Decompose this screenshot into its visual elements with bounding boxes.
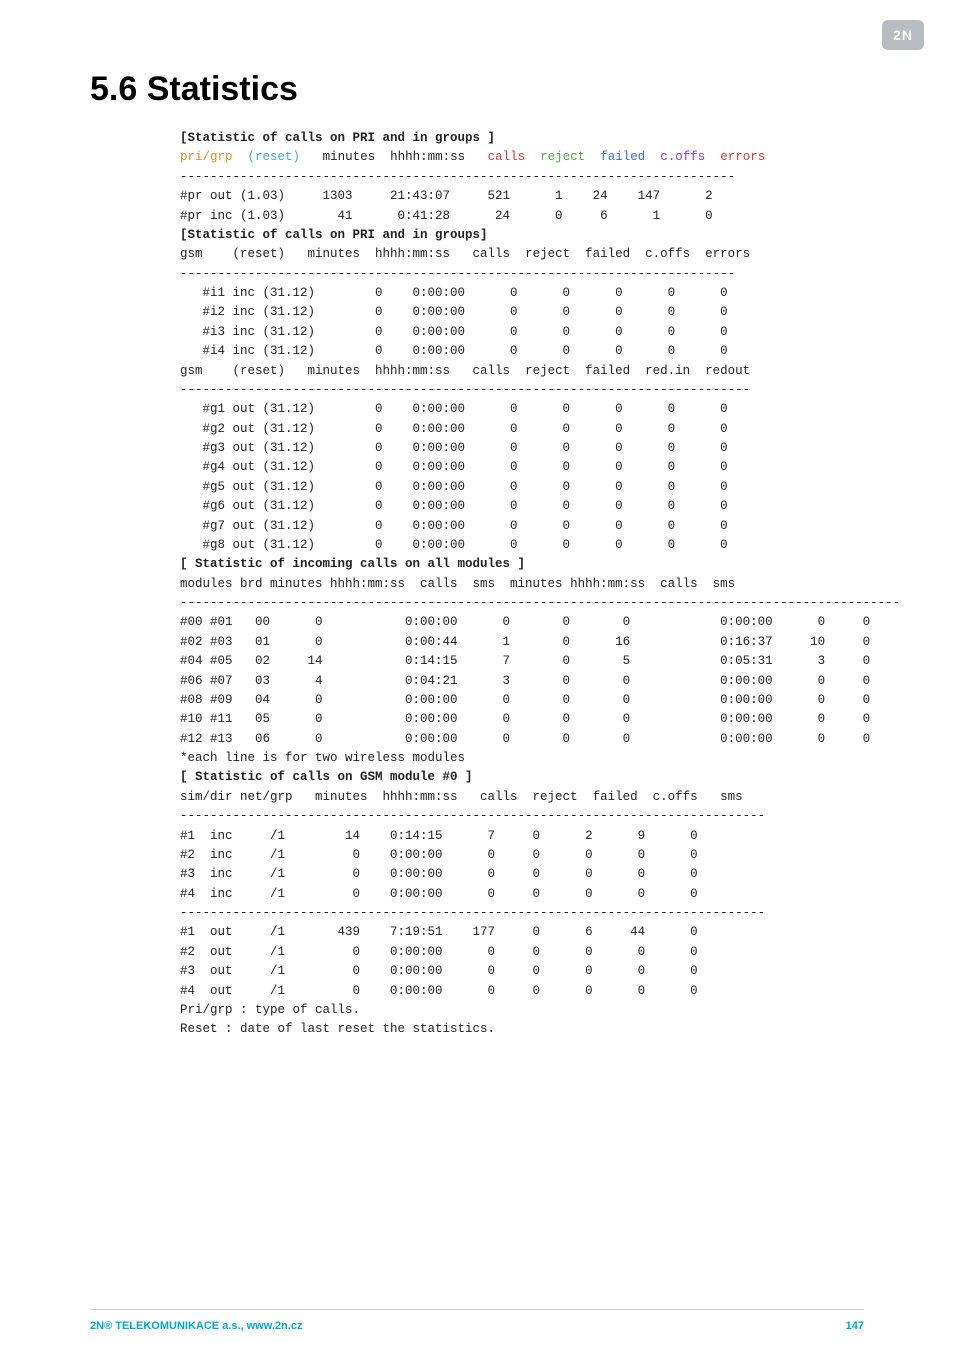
section3-heading: [ Statistic of incoming calls on all mod… (180, 555, 864, 574)
simdir-out-row: #4 out /1 0 0:00:00 0 0 0 0 0 (180, 982, 864, 1001)
gsm-inc-row: #i2 inc (31.12) 0 0:00:00 0 0 0 0 0 (180, 303, 864, 322)
pri-row: #pr inc (1.03) 41 0:41:28 24 0 6 1 0 (180, 207, 864, 226)
gsm-inc-row: #i4 inc (31.12) 0 0:00:00 0 0 0 0 0 (180, 342, 864, 361)
header-row-2: gsm (reset) minutes hhhh:mm:ss calls rej… (180, 245, 864, 264)
module-row: #10 #11 05 0 0:00:00 0 0 0 0:00:00 0 0 (180, 710, 864, 729)
brand-logo: 2N (882, 20, 924, 50)
page-number: 147 (846, 1320, 864, 1332)
simdir-inc-row: #3 inc /1 0 0:00:00 0 0 0 0 0 (180, 865, 864, 884)
note-reset: Reset : date of last reset the statistic… (180, 1020, 864, 1039)
footer-left: 2N® TELEKOMUNIKACE a.s., www.2n.cz (90, 1320, 302, 1332)
gsm-out-row: #g1 out (31.12) 0 0:00:00 0 0 0 0 0 (180, 400, 864, 419)
simdir-inc-row: #4 inc /1 0 0:00:00 0 0 0 0 0 (180, 885, 864, 904)
header-row-3: gsm (reset) minutes hhhh:mm:ss calls rej… (180, 362, 864, 381)
simdir-out-row: #2 out /1 0 0:00:00 0 0 0 0 0 (180, 943, 864, 962)
section2-heading: [Statistic of calls on PRI and in groups… (180, 226, 864, 245)
header-modules: modules brd minutes hhhh:mm:ss calls sms… (180, 575, 864, 594)
gsm-inc-row: #i1 inc (31.12) 0 0:00:00 0 0 0 0 0 (180, 284, 864, 303)
module-row: #06 #07 03 4 0:04:21 3 0 0 0:00:00 0 0 (180, 672, 864, 691)
section1-heading: [Statistic of calls on PRI and in groups… (180, 129, 864, 148)
divider: ----------------------------------------… (180, 807, 864, 826)
note-pri: Pri/grp : type of calls. (180, 1001, 864, 1020)
module-row: #12 #13 06 0 0:00:00 0 0 0 0:00:00 0 0 (180, 730, 864, 749)
note-each-line: *each line is for two wireless modules (180, 749, 864, 768)
module-row: #00 #01 00 0 0:00:00 0 0 0 0:00:00 0 0 (180, 613, 864, 632)
simdir-out-row: #1 out /1 439 7:19:51 177 0 6 44 0 (180, 923, 864, 942)
divider: ----------------------------------------… (180, 381, 864, 400)
simdir-inc-row: #2 inc /1 0 0:00:00 0 0 0 0 0 (180, 846, 864, 865)
gsm-out-row: #g8 out (31.12) 0 0:00:00 0 0 0 0 0 (180, 536, 864, 555)
module-row: #04 #05 02 14 0:14:15 7 0 5 0:05:31 3 0 (180, 652, 864, 671)
gsm-out-row: #g6 out (31.12) 0 0:00:00 0 0 0 0 0 (180, 497, 864, 516)
gsm-out-row: #g2 out (31.12) 0 0:00:00 0 0 0 0 0 (180, 420, 864, 439)
page-footer: 2N® TELEKOMUNIKACE a.s., www.2n.cz 147 (90, 1309, 864, 1332)
header-simdir: sim/dir net/grp minutes hhhh:mm:ss calls… (180, 788, 864, 807)
gsm-out-row: #g4 out (31.12) 0 0:00:00 0 0 0 0 0 (180, 458, 864, 477)
gsm-inc-row: #i3 inc (31.12) 0 0:00:00 0 0 0 0 0 (180, 323, 864, 342)
gsm-out-row: #g3 out (31.12) 0 0:00:00 0 0 0 0 0 (180, 439, 864, 458)
header-row-1: pri/grp (reset) minutes hhhh:mm:ss calls… (180, 148, 864, 167)
divider: ----------------------------------------… (180, 904, 864, 923)
gsm-out-row: #g5 out (31.12) 0 0:00:00 0 0 0 0 0 (180, 478, 864, 497)
divider: ----------------------------------------… (180, 168, 864, 187)
simdir-inc-row: #1 inc /1 14 0:14:15 7 0 2 9 0 (180, 827, 864, 846)
section4-heading: [ Statistic of calls on GSM module #0 ] (180, 768, 864, 787)
divider: ----------------------------------------… (180, 594, 864, 613)
module-row: #02 #03 01 0 0:00:44 1 0 16 0:16:37 10 0 (180, 633, 864, 652)
gsm-out-row: #g7 out (31.12) 0 0:00:00 0 0 0 0 0 (180, 517, 864, 536)
simdir-out-row: #3 out /1 0 0:00:00 0 0 0 0 0 (180, 962, 864, 981)
page-title: 5.6 Statistics (90, 70, 864, 109)
divider: ----------------------------------------… (180, 265, 864, 284)
pri-row: #pr out (1.03) 1303 21:43:07 521 1 24 14… (180, 187, 864, 206)
module-row: #08 #09 04 0 0:00:00 0 0 0 0:00:00 0 0 (180, 691, 864, 710)
